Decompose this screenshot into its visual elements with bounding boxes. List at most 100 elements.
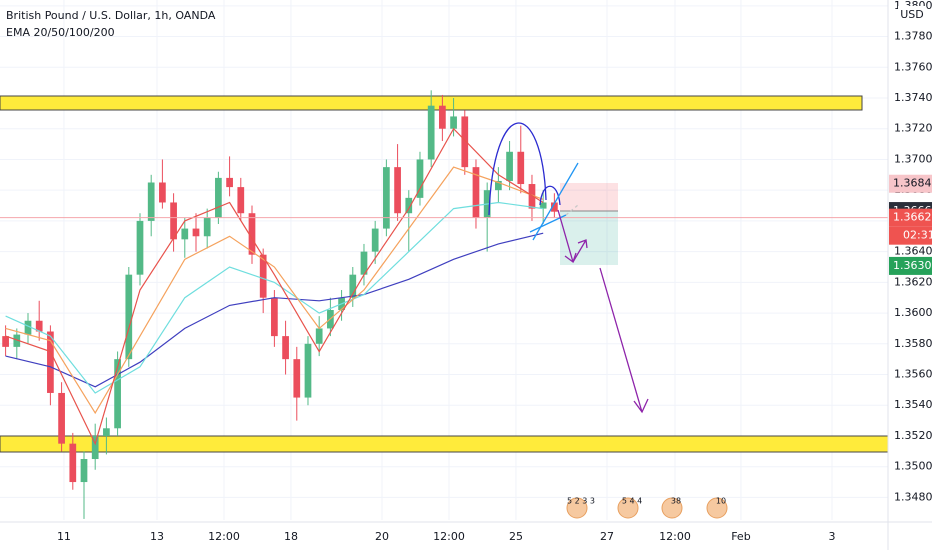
x-tick-label: 12:00 [208, 530, 240, 543]
indicator-label: EMA 20/50/100/200 [6, 26, 115, 39]
y-tick-label: 1.38000 [894, 0, 932, 12]
ema-line [5, 166, 544, 415]
candle-body [271, 297, 278, 337]
candle-body [539, 202, 547, 209]
y-tick-label: 1.37200 [894, 122, 932, 135]
candle-body [237, 187, 245, 214]
candle-body [226, 177, 233, 188]
x-tick-label: 13 [150, 530, 164, 543]
currency-box [898, 6, 926, 24]
candle-body [80, 459, 88, 483]
candle-body [2, 336, 9, 347]
candle-body [181, 228, 189, 240]
candle-body [24, 320, 32, 335]
y-tick-label: 1.36400 [894, 245, 932, 258]
candle-body [293, 359, 301, 398]
event-marker [566, 497, 588, 519]
candle-body [170, 202, 177, 240]
x-tick-label: 3 [829, 530, 836, 543]
candle-body [203, 217, 211, 237]
candle-body [383, 167, 390, 229]
candle-body [416, 159, 424, 198]
y-tick-label: 1.37400 [894, 91, 932, 104]
candle-body [371, 228, 379, 252]
drawings [488, 122, 649, 414]
price-tag [889, 208, 932, 227]
price-tag-label: 1.36842 [893, 177, 932, 190]
candle-body [461, 116, 469, 168]
candle-body [405, 197, 413, 214]
pattern-head [488, 122, 547, 216]
plot: 5 2 3 3 5 4 4 38 10 [0, 90, 888, 519]
x-tick-label: 11 [57, 530, 71, 543]
arrow [572, 239, 588, 263]
candle-body [551, 202, 558, 212]
x-tick-label: 20 [375, 530, 389, 543]
candle-body [136, 220, 144, 275]
stop-zone [560, 183, 618, 211]
candle-body [472, 167, 480, 218]
y-tick-label: 1.36200 [894, 275, 932, 288]
candle-body [315, 328, 323, 344]
candle-body [282, 336, 289, 360]
axes: 1.34800 1.35000 1.35200 1.35400 1.35600 1.358… [57, 0, 932, 543]
price-tag-label: 1.36621 [893, 211, 932, 224]
currency: USD [900, 8, 924, 21]
candle-body [394, 167, 401, 214]
candle-body [69, 443, 77, 483]
candle-body [159, 182, 166, 203]
y-tick-label: 1.36000 [894, 306, 932, 319]
arrow [599, 267, 649, 414]
y-tick-label: 1.35200 [894, 429, 932, 442]
candle-body [47, 331, 54, 393]
countdown-tag [889, 226, 932, 245]
event-marker [706, 497, 728, 519]
pattern-shoulder [539, 185, 561, 206]
price-tag [889, 174, 932, 193]
y-tick-label: 1.35800 [894, 337, 932, 350]
candle-body [495, 180, 502, 191]
candle-body [517, 151, 525, 185]
price-tag [889, 256, 932, 275]
x-tick-label: 12:00 [659, 530, 691, 543]
candle-body [147, 182, 155, 221]
candle-body [450, 116, 457, 129]
price-tag-label: 1.36307 [893, 259, 932, 272]
candle-body [360, 251, 368, 275]
x-tick-label: 25 [509, 530, 523, 543]
candle-body [248, 213, 256, 255]
candle-body [35, 320, 43, 332]
candle-body [58, 392, 65, 444]
y-tick-label: 1.37000 [894, 152, 932, 165]
x-tick-label: 27 [600, 530, 614, 543]
y-tick-label: 1.35000 [894, 460, 932, 473]
event-marker [617, 497, 639, 519]
y-tick-label: 1.35600 [894, 368, 932, 381]
candle-body [125, 274, 133, 360]
y-tick-label: 1.34800 [894, 490, 932, 503]
candle-body [304, 343, 312, 398]
candle-body [215, 177, 222, 218]
ema-line [5, 127, 544, 446]
y-tick-label: 1.37800 [894, 30, 932, 43]
candle-body [13, 334, 21, 347]
candle-body [259, 254, 267, 298]
x-tick-label: 18 [284, 530, 298, 543]
support-zone [0, 435, 889, 453]
event-label: 38 [671, 497, 681, 506]
x-tick-label: 12:00 [433, 530, 465, 543]
countdown: 02:31 [903, 229, 932, 242]
ema-line [5, 201, 544, 394]
candle-body [427, 105, 435, 160]
x-tick-label: Feb [731, 530, 750, 543]
event-label: 10 [716, 497, 726, 506]
candle-body [103, 428, 110, 436]
target-zone [560, 211, 618, 265]
candle-body [91, 435, 99, 460]
candle-body [114, 359, 121, 429]
y-tick-label: 1.35400 [894, 398, 932, 411]
candle-body [349, 274, 357, 298]
wedge-line [565, 204, 579, 216]
